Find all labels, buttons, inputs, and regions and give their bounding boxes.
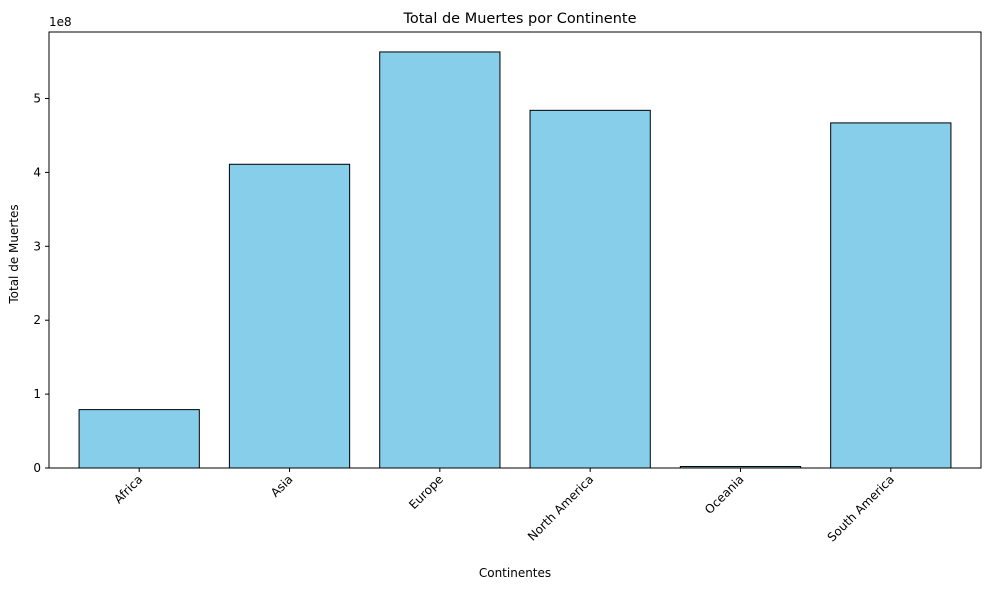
y-axis-label: Total de Muertes	[7, 204, 21, 304]
chart-title: Total de Muertes por Continente	[402, 11, 636, 27]
y-tick-label: 5	[33, 92, 41, 106]
bar-europe	[379, 51, 501, 469]
y-ticks-group: 0 1 2 3 4 5	[33, 92, 49, 475]
y-axis-offset-label: 1e8	[49, 15, 72, 29]
y-tick-label: 0	[33, 461, 41, 475]
y-tick-label: 1	[33, 387, 41, 401]
x-tick-label-europe: Europe	[406, 472, 446, 512]
y-tick-label: 2	[33, 313, 41, 327]
x-tick-label-asia: Asia	[268, 472, 296, 500]
y-tick-label: 4	[33, 165, 41, 179]
plot-frame	[48, 31, 982, 469]
x-tick-label-south-america: South America	[825, 472, 897, 544]
x-tick-label-north-america: North America	[525, 472, 596, 543]
x-axis-label: Continentes	[479, 566, 551, 580]
bar-asia	[228, 163, 351, 469]
bar-north-america	[529, 109, 651, 469]
x-tick-label-oceania: Oceania	[702, 472, 747, 517]
bars-group	[78, 51, 952, 469]
x-ticks-group: Africa Asia Europe North America Oceania Sout…	[111, 468, 897, 544]
x-tick-label-africa: Africa	[111, 472, 145, 506]
y-tick-label: 3	[33, 239, 41, 253]
bar-africa	[78, 409, 200, 469]
bar-south-america	[830, 122, 952, 469]
